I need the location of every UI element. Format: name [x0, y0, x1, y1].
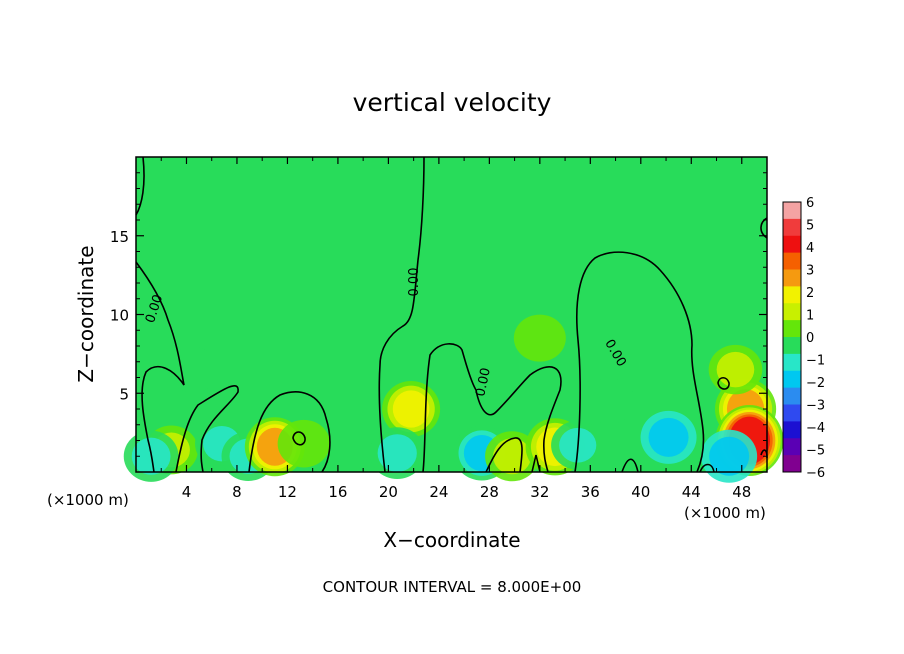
x-tick-label: 16	[328, 483, 347, 501]
contour-line	[531, 454, 541, 473]
colorbar-tick-label: 1	[806, 309, 814, 324]
colorbar-tick-label: −1	[806, 354, 825, 369]
contour-line	[760, 217, 768, 239]
contour-line	[717, 376, 730, 390]
heatmap-cell	[167, 346, 219, 393]
x-tick-label: 36	[581, 483, 600, 501]
heatmap-cell	[392, 390, 430, 428]
x-tick-label: 24	[429, 483, 448, 501]
heatmap-cell	[583, 378, 635, 425]
contour-line	[135, 156, 145, 216]
y-tick-label: 10	[110, 307, 129, 325]
colorbar-segment	[783, 269, 801, 287]
x-tick-label: 4	[182, 483, 192, 501]
x-tick-label: 48	[732, 483, 751, 501]
x-tick-label: 12	[278, 483, 297, 501]
colorbar-segment	[783, 370, 801, 389]
y-tick-label: 5	[119, 385, 129, 403]
colorbar-tick-label: 2	[806, 286, 814, 301]
contour-line	[292, 431, 306, 446]
colorbar-frame	[782, 201, 802, 473]
contour-label: 0.00	[407, 268, 422, 297]
x-tick-label: 40	[631, 483, 650, 501]
colorbar-segment	[783, 438, 801, 456]
colorbar-segment	[783, 303, 801, 321]
colorbar-segment	[783, 235, 801, 254]
colorbar-segment	[783, 218, 801, 237]
colorbar-segment	[783, 286, 801, 304]
colorbar-segment	[783, 353, 801, 372]
chart-title: vertical velocity	[353, 88, 552, 117]
x-unit-right: (×1000 m)	[684, 504, 766, 522]
heatmap-cell	[716, 351, 755, 388]
colorbar-tick-label: −6	[806, 466, 825, 481]
x-tick-label: 32	[530, 483, 549, 501]
colorbar-segment	[783, 404, 801, 422]
colorbar-tick-label: 5	[806, 219, 814, 234]
y-axis-label: Z−coordinate	[74, 245, 98, 382]
heatmap-cell	[493, 438, 532, 475]
x-axis-ticks: 4 8 12 16 20 24 28 32 36 40 44 48	[160, 157, 751, 501]
x-tick-label: 20	[379, 483, 398, 501]
colorbar-segment	[783, 252, 801, 270]
heatmap-field	[123, 157, 784, 483]
colorbar-tick-label: −3	[806, 399, 825, 414]
colorbar-segment	[783, 387, 801, 405]
colorbar-tick-label: 3	[806, 264, 814, 279]
colorbar-tick-label: 4	[806, 241, 814, 256]
contour-line	[485, 437, 523, 473]
colorbar-tick-label: −4	[806, 421, 825, 436]
contour-line	[378, 156, 425, 473]
colorbar-tick-label: 6	[806, 196, 814, 211]
contour-line	[699, 463, 715, 473]
x-tick-label: 8	[232, 483, 242, 501]
contour-lines	[135, 156, 768, 473]
colorbar-segment	[783, 337, 801, 355]
contour-line	[135, 261, 185, 473]
colorbar-segment	[783, 320, 801, 338]
contour-line	[175, 385, 239, 473]
contour-line	[248, 391, 331, 473]
x-axis-label: X−coordinate	[383, 528, 520, 552]
x-unit-left: (×1000 m)	[47, 491, 129, 509]
colorbar-tick-label: 0	[806, 331, 814, 346]
y-axis-ticks: 5 10 15	[110, 172, 767, 457]
y-tick-label: 15	[110, 228, 129, 246]
contour-line	[621, 458, 639, 473]
heatmap-cell	[709, 436, 750, 476]
contour-line	[422, 343, 562, 473]
colorbar: 6 5 4 3 2 1 0 −1 −2 −3 −4 −5 −6	[782, 196, 825, 481]
colorbar-segment	[783, 202, 801, 220]
colorbar-tick-label: −5	[806, 444, 825, 459]
heatmap-cell	[513, 314, 566, 362]
heatmap-cell	[648, 417, 689, 457]
contour-interval-note: CONTOUR INTERVAL = 8.000E+00	[323, 578, 582, 596]
contour-line	[574, 251, 705, 473]
contour-label: 0.00	[473, 367, 494, 398]
colorbar-segment	[783, 455, 801, 473]
x-tick-label: 28	[480, 483, 499, 501]
colorbar-segment	[783, 421, 801, 439]
heatmap-cell	[377, 434, 417, 472]
x-tick-label: 44	[682, 483, 701, 501]
colorbar-tick-label: −2	[806, 376, 825, 391]
